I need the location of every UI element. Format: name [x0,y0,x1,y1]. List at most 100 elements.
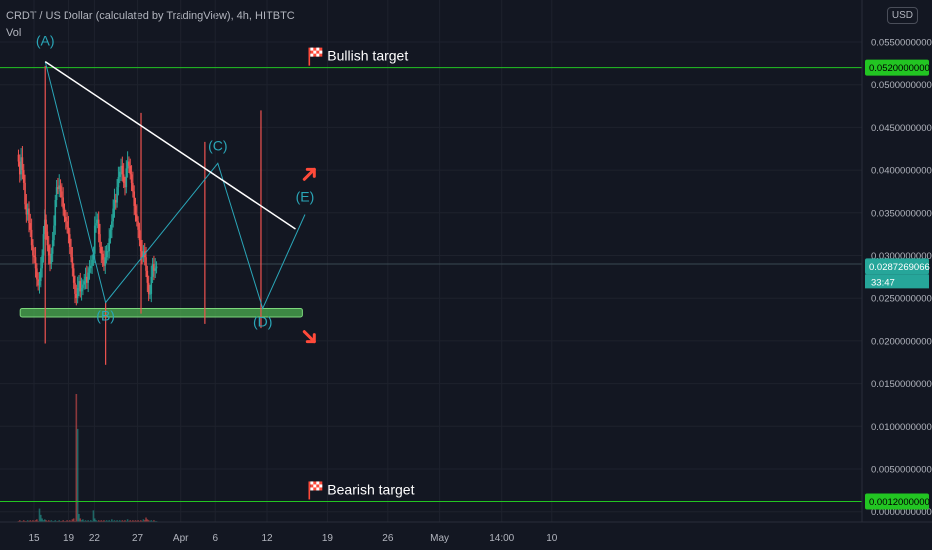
candle-body [141,251,143,258]
volume-bar [78,513,80,522]
flag-check [316,487,320,491]
candle-body [63,208,66,218]
candle-body [78,281,80,288]
y-tick-label: 0.0150000000 [871,379,932,390]
wave-label: (B) [96,307,115,323]
candle-body [42,234,45,256]
volume-bar [82,519,84,522]
candle-body [91,259,93,266]
bearish-arrow-icon [302,330,316,344]
arrow-head [305,167,316,178]
volume-bar [93,518,96,522]
volume-bar [32,520,34,522]
volume-bar [80,520,83,522]
bullish-flag-icon [308,47,323,66]
volume-bar [111,519,113,522]
drawings: (A) (B) (C) (D) (E) [36,33,316,344]
candle-body [146,270,149,283]
candle-body [153,264,155,271]
x-tick-label: May [430,533,449,544]
bullish-arrow-icon [302,167,316,181]
candle-body [47,245,50,256]
volume-bar [22,520,25,522]
candle-body [74,282,76,294]
x-tick-label: 14:00 [489,533,514,544]
volume-bar [95,520,97,522]
volume-bar [143,520,146,522]
target-label: Bearish target [327,481,414,497]
volume-bar [137,520,139,522]
badge-text: 0.0520000000 [869,63,930,74]
candle-body [24,182,26,205]
candle-body [33,255,36,258]
volume-bar [26,520,29,522]
candle-body [45,219,47,232]
y-tick-label: 0.0250000000 [871,294,932,305]
candle-body [122,174,125,183]
volume-bar [66,520,68,522]
candle-body [138,229,141,241]
candle-body [104,257,107,266]
candle-body [36,268,38,280]
volume-bar [40,514,42,522]
candle-body [103,259,105,266]
volume-bar [76,428,79,522]
flag-check [310,487,314,491]
candle-body [101,253,104,260]
volume-bar [129,520,132,522]
arrow-head [305,333,316,344]
candle-body [88,268,91,273]
chart-title: CRDT / US Dollar (calculated by TradingV… [6,10,295,22]
flag-check [310,481,314,485]
candle-body [46,231,49,246]
candle-body [28,208,30,224]
volume-bar [34,520,37,522]
wave-label: (D) [253,313,272,329]
volume-bar [89,520,92,522]
volume-bar [113,520,116,522]
flag-check [313,484,317,488]
candle-body [66,221,68,228]
candle-body [130,174,133,183]
candle-body [126,161,129,169]
last-price-badge: 0.0287269066 33:47 [865,258,930,289]
wave-label: (E) [296,189,315,205]
badge-bg [865,59,929,76]
wave-path [44,61,306,310]
volume-bar [145,517,147,522]
candle-body [70,246,72,258]
candle-body [142,251,145,258]
candle-body [37,279,39,286]
currency-button[interactable]: USD [886,7,918,24]
candle-body [111,221,113,230]
wave-label: (A) [36,33,55,49]
candle-body [107,251,109,253]
candle-body [34,257,37,269]
volume-bar [142,519,145,522]
y-tick-label: 0.0100000000 [871,422,932,433]
candle-body [133,191,135,206]
candle-body [80,287,83,292]
grid [0,0,862,522]
candle-body [50,253,53,265]
candle-body [22,170,25,183]
candle-body [65,217,67,222]
candle-body [109,229,112,239]
bearish-flag-icon [308,481,323,500]
candle-body [30,229,33,246]
candle-body [97,219,100,235]
flag-check [316,481,320,485]
candle-body [100,246,103,254]
volume-bar [116,520,118,522]
x-tick-label: 19 [63,533,75,544]
candle-body [68,234,71,247]
candle-body [75,293,78,299]
x-tick-label: 6 [212,533,218,544]
candle-body [57,187,59,189]
volume-bar [42,520,45,522]
candle-body [96,219,99,224]
volume-bar [124,520,126,522]
